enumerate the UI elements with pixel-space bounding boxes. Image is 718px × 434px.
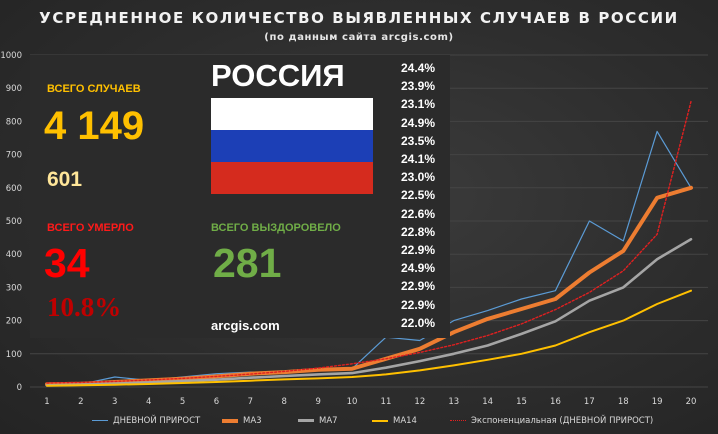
legend-swatch-ma3 <box>222 418 238 423</box>
y-tick-label: 400 <box>6 250 22 260</box>
total-recovered-value: 281 <box>213 240 282 286</box>
x-tick-label: 17 <box>584 397 595 407</box>
x-tick-label: 12 <box>414 397 425 407</box>
legend-swatch-daily <box>92 420 108 421</box>
percent-label: 22.5% <box>401 188 436 203</box>
percent-column <box>395 55 450 338</box>
legend-label-exp: Экспоненциальная (ДНЕВНОЙ ПРИРОСТ) <box>471 416 654 426</box>
percent-label: 22.9% <box>401 279 436 294</box>
total-deaths-label: ВСЕГО УМЕРЛО <box>47 222 134 234</box>
legend-item-ma7: MA7 <box>298 416 338 426</box>
y-tick-label: 900 <box>6 84 22 94</box>
death-rate: 10.8% <box>47 292 122 322</box>
y-tick-label: 1000 <box>0 51 22 61</box>
legend-item-ma14: MA14 <box>372 416 417 426</box>
percent-label: 22.9% <box>401 243 436 257</box>
chart-title: УСРЕДНЕННОЕ КОЛИЧЕСТВО ВЫЯВЛЕННЫХ СЛУЧАЕ… <box>39 9 679 27</box>
percent-label: 24.1% <box>401 152 436 166</box>
x-tick-label: 3 <box>112 397 117 407</box>
russia-flag-icon <box>211 98 373 194</box>
x-tick-label: 14 <box>482 397 493 407</box>
total-cases-label: ВСЕГО СЛУЧАЕВ <box>47 83 141 95</box>
ma7-series-line <box>45 238 693 387</box>
country-name: РОССИЯ <box>211 58 345 93</box>
ma3-series-line <box>45 185 693 387</box>
percent-label: 24.4% <box>401 61 436 75</box>
percent-label: 24.9% <box>401 115 436 130</box>
x-tick-label: 7 <box>248 397 253 407</box>
source-label: arcgis.com <box>211 318 280 333</box>
percent-label: 22.6% <box>401 206 436 221</box>
legend-item-ma3: MA3 <box>222 416 262 426</box>
legend-label-ma3: MA3 <box>243 416 262 426</box>
x-tick-label: 18 <box>618 397 629 407</box>
y-tick-label: 700 <box>6 151 22 161</box>
x-tick-label: 6 <box>214 397 219 407</box>
percent-label: 24.9% <box>401 261 436 276</box>
x-tick-label: 10 <box>347 397 358 407</box>
x-tick-label: 5 <box>180 397 185 407</box>
x-tick-label: 9 <box>315 397 320 407</box>
legend-swatch-ma14 <box>372 419 388 422</box>
percent-label: 23.5% <box>401 133 436 148</box>
y-tick-label: 0 <box>17 383 22 393</box>
percent-label: 22.8% <box>401 224 436 239</box>
y-tick-label: 500 <box>6 217 22 227</box>
y-tick-label: 600 <box>6 184 22 194</box>
new-cases-value: 601 <box>47 168 83 191</box>
exp-trend-line <box>46 100 692 384</box>
legend-label-ma7: MA7 <box>319 416 338 426</box>
total-cases-value: 4 149 <box>44 104 145 148</box>
legend-label-ma14: MA14 <box>393 416 417 426</box>
x-tick-label: 15 <box>516 397 527 407</box>
legend-label-daily: ДНЕВНОЙ ПРИРОСТ <box>113 416 201 426</box>
total-deaths-value: 34 <box>44 240 90 286</box>
x-tick-label: 8 <box>282 397 287 407</box>
percent-label: 22.9% <box>401 297 436 312</box>
x-tick-label: 13 <box>448 397 459 407</box>
legend-item-daily: ДНЕВНОЙ ПРИРОСТ <box>92 416 200 426</box>
y-tick-label: 300 <box>6 283 22 293</box>
x-tick-label: 20 <box>686 397 697 407</box>
y-tick-label: 800 <box>6 117 22 127</box>
x-tick-label: 2 <box>78 397 83 407</box>
percent-label: 23.0% <box>401 170 436 185</box>
y-tick-label: 100 <box>6 350 22 360</box>
total-recovered-label: ВСЕГО ВЫЗДОРОВЕЛО <box>211 222 341 234</box>
legend-swatch-exp <box>450 420 466 421</box>
percent-label: 23.1% <box>401 97 436 112</box>
y-tick-label: 200 <box>6 317 22 327</box>
legend-item-exp: Экспоненциальная (ДНЕВНОЙ ПРИРОСТ) <box>450 416 653 426</box>
percent-label: 22.0% <box>401 315 436 330</box>
x-tick-label: 19 <box>652 397 663 407</box>
legend-swatch-ma7 <box>298 419 314 422</box>
ma14-series-line <box>46 289 692 387</box>
chart-subtitle: (по данным сайта arcgis.com) <box>264 32 454 43</box>
x-tick-label: 11 <box>381 397 392 407</box>
x-tick-label: 16 <box>550 397 561 407</box>
x-tick-label: 1 <box>44 397 49 407</box>
x-tick-label: 4 <box>146 397 151 407</box>
percent-label: 23.9% <box>401 79 436 94</box>
